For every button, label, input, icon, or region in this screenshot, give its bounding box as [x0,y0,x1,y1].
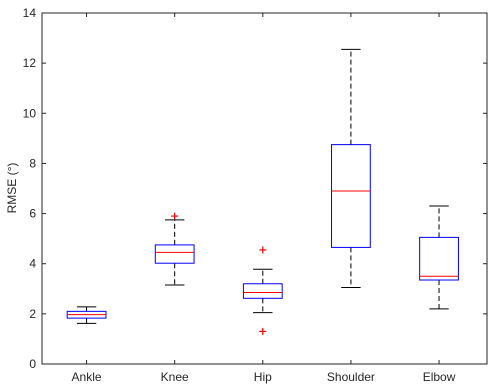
y-tick-label: 2 [29,307,36,321]
box-ankle [66,306,107,324]
x-axis: Ankle Knee Hip Shoulder Elbow [72,13,456,384]
x-tick-label: Hip [254,370,272,384]
y-tick-label: 10 [23,106,37,120]
y-tick-label: 0 [29,357,36,371]
plot-area [41,12,488,365]
x-tick-label: Knee [161,370,189,384]
box-shoulder [331,48,371,289]
y-tick-label: 14 [23,6,37,20]
y-tick-label: 6 [29,207,36,221]
y-axis-label: RMSE (°) [5,163,19,214]
iqr-box [419,236,459,281]
y-tick-label: 12 [23,56,37,70]
y-tick-label: 8 [29,156,36,170]
x-tick-label: Elbow [423,370,456,384]
outlier-marker [171,212,179,220]
y-tick-label: 4 [29,257,36,271]
box-hip [242,246,283,335]
iqr-box [154,244,195,264]
box-knee [154,212,195,286]
y-axis: 0 2 4 6 8 10 12 14 [23,6,487,371]
outlier-marker [259,327,267,335]
x-tick-label: Shoulder [327,370,375,384]
outlier-marker [259,246,267,254]
iqr-box [242,283,283,299]
x-tick-label: Ankle [72,370,102,384]
box-elbow [419,205,459,310]
iqr-box [331,144,371,248]
boxes [66,48,459,335]
